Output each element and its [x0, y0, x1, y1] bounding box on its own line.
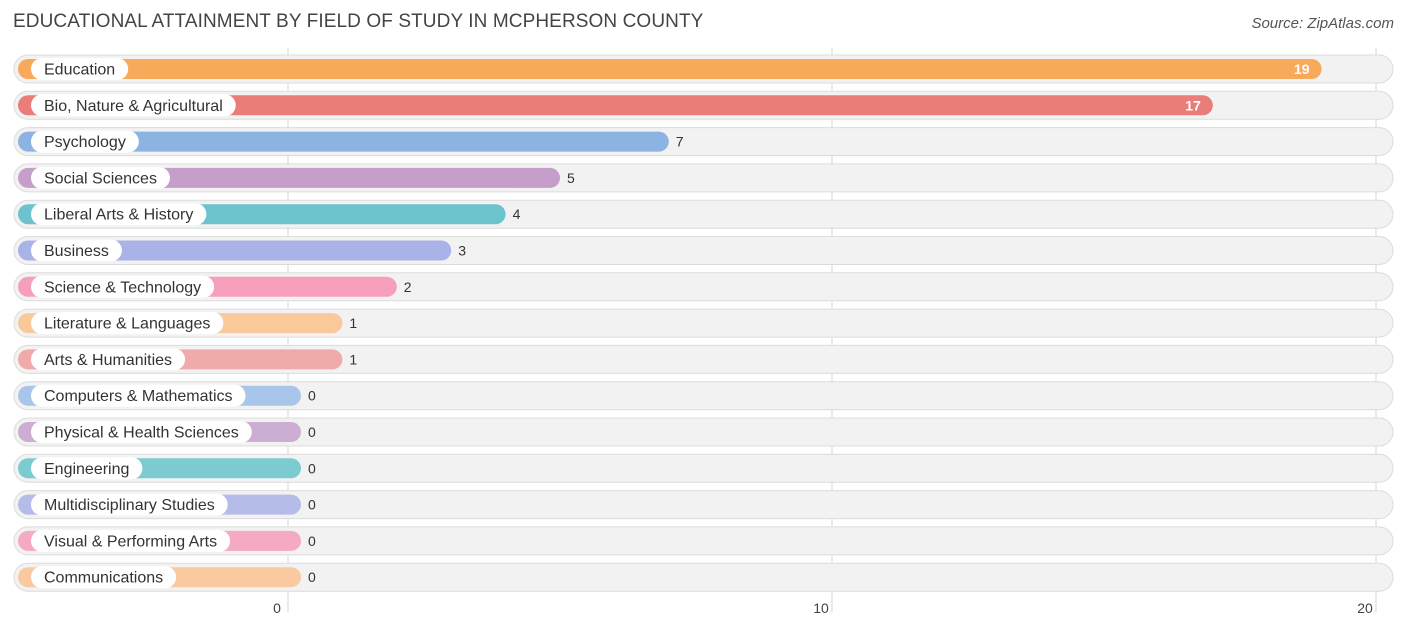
row-track	[13, 308, 1394, 338]
value-label: 19	[1294, 61, 1310, 77]
category-label: Engineering	[44, 461, 129, 478]
bar	[18, 131, 669, 152]
category-label-pill	[31, 566, 177, 589]
row-track	[13, 381, 1394, 411]
category-label-pill	[31, 58, 129, 80]
category-label: Business	[44, 243, 109, 260]
value-label: 0	[308, 533, 316, 549]
category-label-pill	[31, 203, 207, 226]
category-label: Communications	[44, 570, 163, 587]
category-label: Literature & Languages	[44, 316, 210, 333]
category-label-pill	[31, 529, 231, 552]
x-axis-ticks: 0 10 20	[273, 600, 1373, 616]
bar-row: Visual & Performing Arts 0	[13, 526, 1394, 556]
source-credit: Source: ZipAtlas.com	[1251, 15, 1394, 32]
bar-row: Computers & Mathematics 0	[13, 381, 1394, 411]
bar	[18, 240, 452, 261]
bar-row: Communications 0	[13, 562, 1394, 592]
bar-row: Liberal Arts & History 4	[13, 199, 1394, 229]
value-label: 0	[308, 460, 316, 476]
chart-title: EDUCATIONAL ATTAINMENT BY FIELD OF STUDY…	[13, 11, 704, 32]
row-track	[13, 562, 1394, 592]
bar-row: Bio, Nature & Agricultural 17	[13, 90, 1394, 120]
value-label: 3	[458, 243, 466, 259]
category-label-pill	[31, 348, 186, 371]
category-label-pill	[31, 239, 122, 262]
category-label: Social Sciences	[44, 170, 157, 187]
row-track	[13, 526, 1394, 556]
category-label: Science & Technology	[44, 279, 201, 296]
bar-row: Business 3	[13, 236, 1394, 265]
value-label: 0	[308, 388, 316, 404]
category-label-pill	[31, 94, 236, 117]
value-label: 0	[308, 424, 316, 440]
category-label-pill	[31, 384, 246, 407]
category-label: Multidisciplinary Studies	[44, 497, 215, 514]
bar-row: Multidisciplinary Studies 0	[13, 490, 1394, 520]
value-label: 0	[308, 497, 316, 513]
category-label: Visual & Performing Arts	[44, 533, 217, 550]
row-track	[13, 344, 1394, 374]
value-label: 4	[513, 206, 521, 222]
bar-row: Literature & Languages 1	[13, 308, 1394, 338]
category-label-pill	[31, 130, 139, 153]
row-track	[13, 453, 1394, 483]
category-label: Arts & Humanities	[44, 352, 172, 369]
category-label: Liberal Arts & History	[44, 207, 193, 224]
bar-row: Arts & Humanities 1	[13, 344, 1394, 374]
x-tick-label: 10	[813, 600, 829, 616]
category-label: Bio, Nature & Agricultural	[44, 98, 223, 115]
value-label: 17	[1185, 97, 1201, 113]
category-label: Education	[44, 62, 115, 79]
category-label-pill	[31, 312, 224, 335]
bar-row: Science & Technology 2	[13, 272, 1394, 302]
category-label-pill	[31, 275, 215, 298]
bar	[18, 95, 1213, 116]
bar-row: Engineering 0	[13, 453, 1394, 483]
value-label: 1	[349, 351, 357, 367]
category-label-pill	[31, 421, 252, 443]
value-label: 2	[404, 279, 412, 295]
bar-row: Psychology 7	[13, 127, 1394, 157]
x-tick-label: 20	[1357, 600, 1373, 616]
category-label-pill	[31, 166, 170, 189]
row-track	[13, 490, 1394, 520]
value-label: 7	[676, 134, 684, 150]
bar-row: Physical & Health Sciences 0	[13, 417, 1394, 447]
value-label: 0	[308, 569, 316, 585]
value-label: 5	[567, 170, 575, 186]
category-label-pill	[31, 457, 143, 480]
bar-row: Education 19	[13, 54, 1394, 84]
category-label-pill	[31, 493, 228, 516]
bar-row: Social Sciences 5	[13, 163, 1394, 193]
bar	[18, 59, 1322, 79]
category-label: Psychology	[44, 134, 126, 151]
category-label: Computers & Mathematics	[44, 388, 233, 405]
category-label: Physical & Health Sciences	[44, 425, 239, 442]
value-label: 1	[349, 315, 357, 331]
row-track	[13, 417, 1394, 447]
x-tick-label: 0	[273, 600, 281, 616]
